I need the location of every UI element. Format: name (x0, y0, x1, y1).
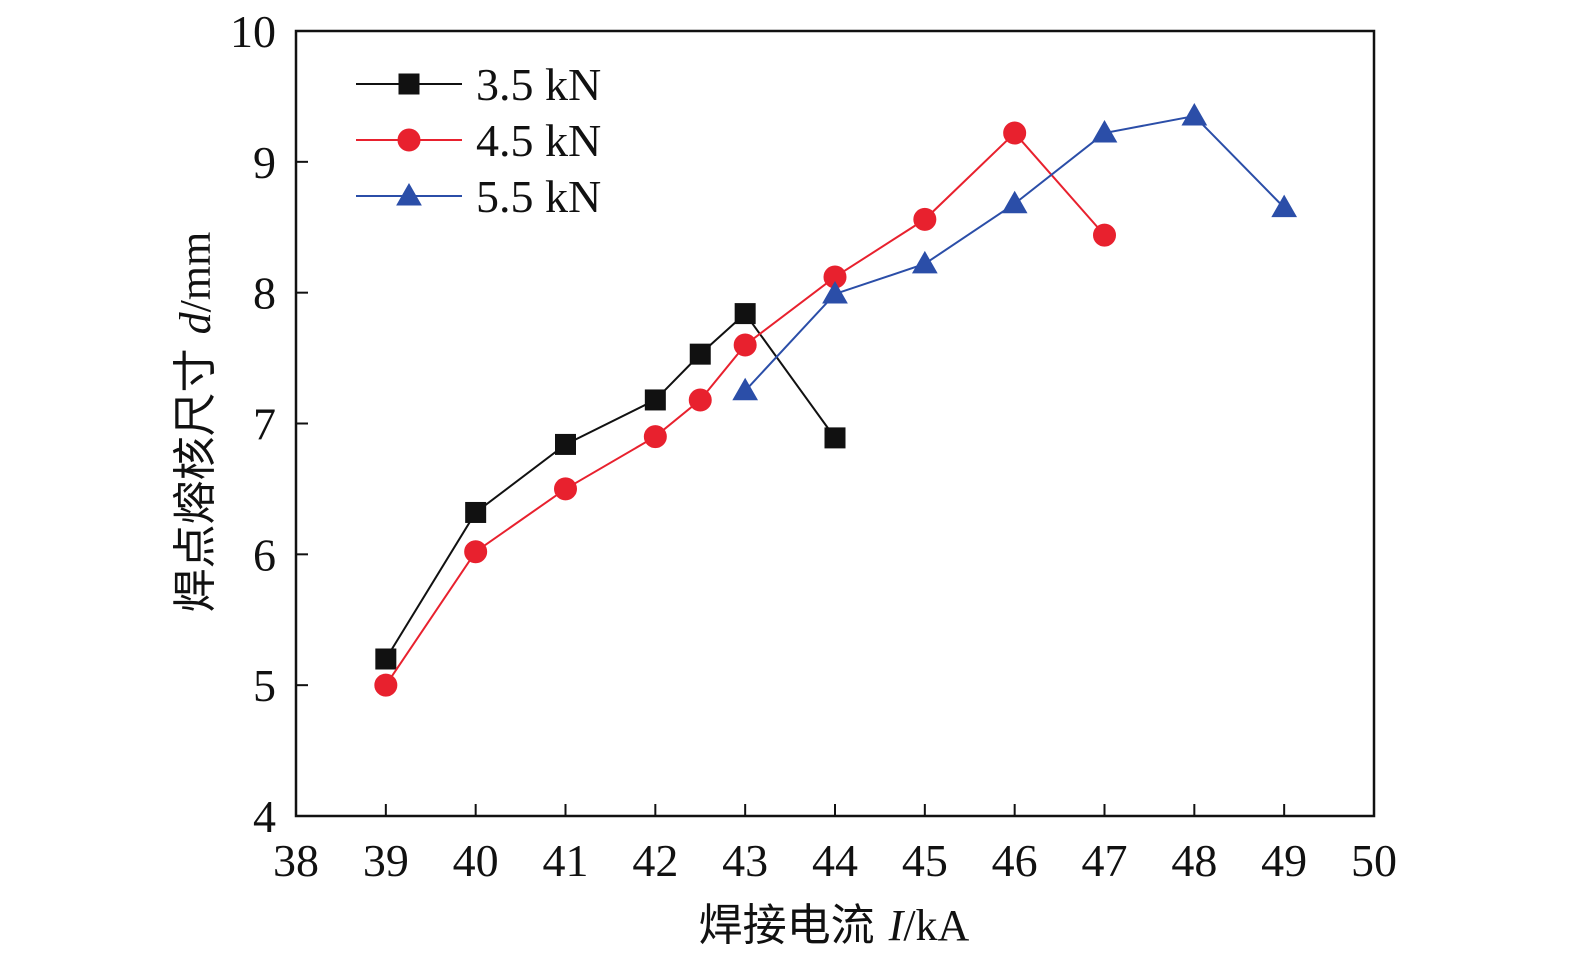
x-tick-label: 41 (543, 835, 589, 886)
data-point (824, 427, 846, 449)
data-point (555, 433, 576, 455)
data-point (1003, 121, 1027, 145)
data-point (689, 343, 711, 365)
data-point (1001, 190, 1028, 214)
x-axis-title: 焊接电流 I/kA (699, 900, 970, 951)
data-point (465, 501, 487, 523)
x-tick-label: 40 (453, 835, 499, 886)
data-point (643, 425, 667, 449)
legend-marker (398, 73, 420, 95)
data-point (1091, 120, 1118, 143)
legend-label: 5.5 kN (476, 171, 601, 222)
x-tick-label: 50 (1351, 835, 1397, 886)
data-point (644, 389, 666, 411)
legend-label: 4.5 kN (476, 115, 601, 166)
x-tick-label: 48 (1171, 835, 1217, 886)
x-tick-label: 43 (722, 835, 768, 886)
x-tick-label: 47 (1082, 835, 1128, 886)
y-tick-label: 9 (253, 137, 276, 188)
y-axis-ticks: 4 5 6 7 8 9 10 (230, 6, 308, 842)
legend: 3.5 kN4.5 kN5.5 kN (356, 59, 601, 222)
y-tick-label: 7 (253, 399, 276, 450)
series-layer (374, 103, 1298, 697)
series-line (744, 114, 1285, 392)
y-tick-label: 4 (253, 791, 276, 842)
data-point (913, 207, 937, 231)
legend-marker (396, 182, 422, 206)
x-axis-ticks: 38 39 40 41 42 43 44 45 46 47 48 49 50 (273, 804, 1397, 886)
data-point (464, 540, 488, 564)
x-tick-label: 38 (273, 835, 319, 886)
y-axis-title: 焊点熔核尺寸 d/mm (170, 232, 221, 613)
x-tick-label: 46 (992, 835, 1038, 886)
x-tick-label: 45 (902, 835, 948, 886)
y-tick-label: 8 (253, 268, 276, 319)
series-2 (374, 121, 1116, 697)
legend-label: 3.5 kN (476, 59, 601, 110)
legend-item: 4.5 kN (356, 115, 601, 166)
plot-area-border (294, 29, 1376, 818)
y-tick-label: 10 (230, 6, 276, 57)
data-point (822, 280, 848, 304)
y-tick-label: 6 (253, 529, 276, 580)
legend-item: 3.5 kN (356, 59, 601, 110)
plot-frame (294, 29, 1376, 818)
data-point (374, 673, 398, 697)
data-point (1181, 103, 1208, 126)
data-point (732, 377, 759, 401)
x-tick-label: 44 (812, 835, 858, 886)
series-1 (375, 303, 846, 670)
series-line (385, 131, 1106, 686)
legend-item: 5.5 kN (356, 171, 601, 222)
data-point (733, 333, 757, 357)
y-tick-label: 5 (253, 660, 276, 711)
data-point (1271, 194, 1298, 218)
x-tick-label: 49 (1261, 835, 1307, 886)
data-point (554, 477, 577, 501)
series-3 (732, 103, 1298, 401)
legend-marker (397, 128, 421, 152)
x-tick-label: 39 (363, 835, 409, 886)
data-point (688, 388, 712, 412)
data-point (911, 250, 938, 274)
data-point (1093, 223, 1116, 247)
data-point (375, 648, 397, 670)
x-tick-label: 42 (632, 835, 678, 886)
data-point (734, 303, 756, 325)
